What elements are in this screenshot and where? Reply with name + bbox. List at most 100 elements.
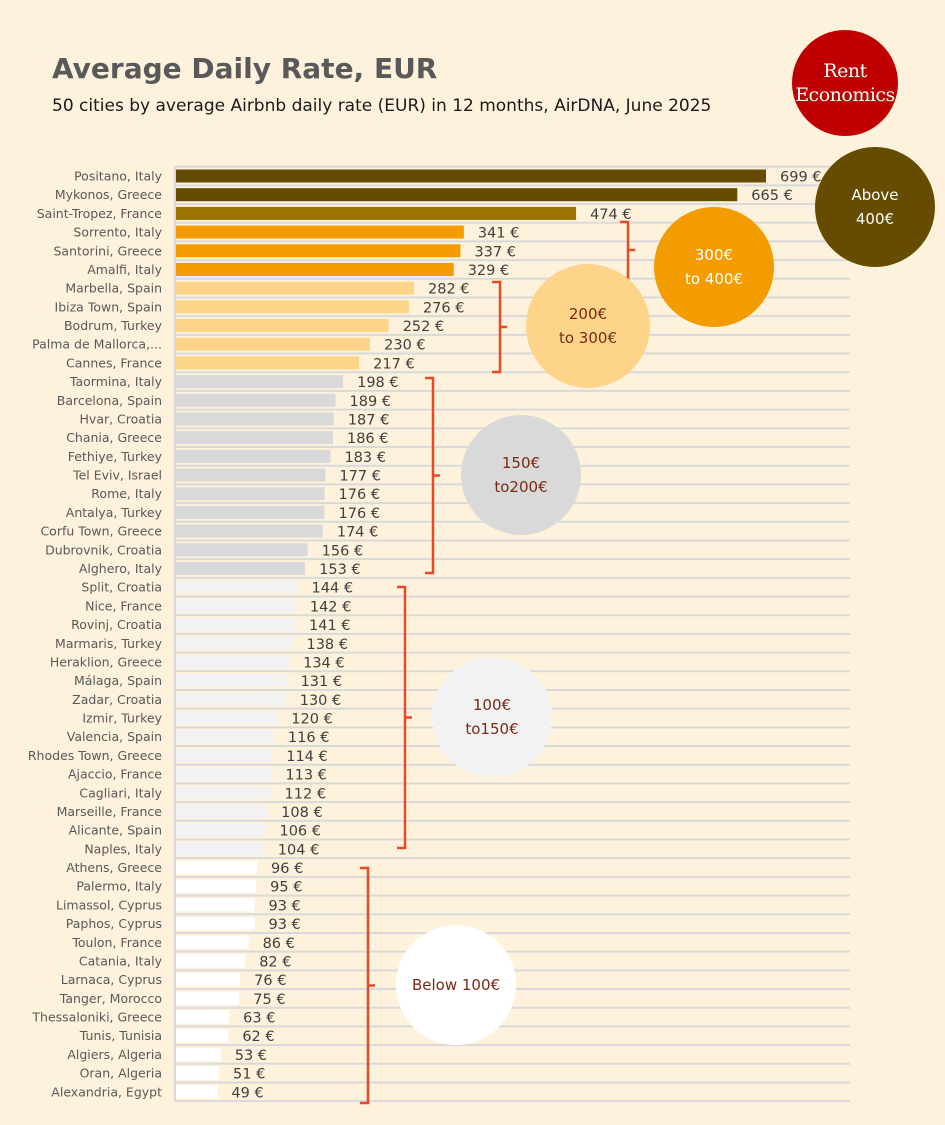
bar — [176, 262, 454, 276]
group-legend-label: to150€ — [465, 720, 519, 738]
value-label: 138 € — [306, 637, 348, 653]
logo-line1: Rent — [823, 60, 867, 82]
value-label: 134 € — [303, 655, 345, 671]
category-label: Nice, France — [85, 598, 162, 613]
category-label: Rovinj, Croatia — [71, 617, 162, 632]
bar — [176, 636, 293, 650]
value-label: 104 € — [278, 842, 320, 858]
value-label: 198 € — [357, 375, 399, 391]
category-label: Limassol, Cyprus — [56, 897, 162, 912]
bar — [176, 917, 255, 931]
chart-title: Average Daily Rate, EUR — [52, 52, 438, 85]
bar — [176, 206, 577, 220]
category-label: Izmir, Turkey — [82, 711, 162, 726]
bar — [176, 225, 464, 239]
category-label: Toulon, France — [71, 935, 162, 950]
group-legend-label: 400€ — [855, 210, 895, 228]
group-legend-label: 100€ — [472, 696, 512, 714]
value-label: 230 € — [384, 338, 426, 354]
value-label: 187 € — [348, 412, 390, 428]
bar — [176, 412, 334, 426]
value-label: 86 € — [263, 936, 295, 952]
value-label: 112 € — [285, 786, 327, 802]
group-legend-circle: Above 400€ — [815, 147, 935, 267]
category-label: Antalya, Turkey — [66, 505, 163, 520]
category-label: Tanger, Morocco — [59, 991, 162, 1006]
category-label: Amalfi, Italy — [87, 262, 162, 277]
group-bracket — [360, 866, 375, 1105]
value-label: 49 € — [231, 1085, 263, 1101]
value-label: 114 € — [286, 749, 328, 765]
value-label: 131 € — [301, 674, 343, 690]
value-label: 141 € — [309, 618, 351, 634]
value-label: 176 € — [339, 487, 381, 503]
value-label: 120 € — [291, 712, 333, 728]
category-label: Bodrum, Turkey — [64, 318, 163, 333]
bar — [176, 169, 766, 183]
category-label: Barcelona, Spain — [57, 393, 162, 408]
bar — [176, 842, 264, 856]
category-label: Tel Eviv, Israel — [72, 468, 162, 483]
value-label: 95 € — [270, 880, 302, 896]
bar — [176, 599, 296, 613]
category-label: Larnaca, Cyprus — [61, 972, 162, 987]
value-label: 665 € — [751, 188, 793, 204]
value-label: 337 € — [474, 244, 516, 260]
category-label: Santorini, Greece — [53, 243, 162, 258]
category-label: Palma de Mallorca,... — [32, 337, 162, 352]
group-legend-circle: 150€ to200€ — [461, 415, 581, 535]
group-legend-circle: 100€ to150€ — [432, 657, 552, 777]
category-label: Rhodes Town, Greece — [28, 748, 162, 763]
value-label: 699 € — [780, 170, 822, 186]
group-legend-circle: 300€ to 400€ — [654, 207, 774, 327]
bar — [176, 1066, 220, 1080]
value-label: 142 € — [310, 599, 352, 615]
bar — [176, 973, 241, 987]
category-label: Saint-Tropez, France — [37, 206, 163, 221]
value-label: 116 € — [288, 730, 330, 746]
bar — [176, 711, 278, 725]
value-label: 113 € — [285, 768, 327, 784]
value-label: 82 € — [259, 954, 291, 970]
bar — [176, 748, 273, 762]
value-label: 63 € — [243, 1011, 275, 1027]
bar — [176, 281, 415, 295]
category-label: Cannes, France — [66, 355, 162, 370]
value-label: 144 € — [312, 581, 354, 597]
bar — [176, 823, 266, 837]
bar — [176, 861, 258, 875]
category-label: Ajaccio, France — [68, 767, 162, 782]
bar — [176, 300, 409, 314]
category-label: Cagliari, Italy — [79, 785, 162, 800]
value-label: 474 € — [590, 207, 632, 223]
category-label: Mykonos, Greece — [55, 187, 162, 202]
value-label: 341 € — [478, 226, 520, 242]
bar — [176, 244, 461, 258]
bar — [176, 767, 272, 781]
value-label: 130 € — [300, 693, 342, 709]
category-label: Naples, Italy — [84, 841, 162, 856]
value-label: 186 € — [347, 431, 389, 447]
group-legend-label: Below 100€ — [411, 976, 501, 994]
bar — [176, 655, 290, 669]
category-label: Valencia, Spain — [67, 729, 162, 744]
bar — [176, 1085, 218, 1099]
value-label: 153 € — [319, 562, 361, 578]
value-label: 93 € — [268, 917, 300, 933]
value-label: 62 € — [242, 1029, 274, 1045]
value-label: 106 € — [279, 824, 321, 840]
bar — [176, 692, 286, 706]
value-label: 76 € — [254, 973, 286, 989]
bar — [176, 393, 336, 407]
bar — [176, 487, 325, 501]
group-bracket — [492, 280, 507, 374]
category-label: Marbella, Spain — [65, 281, 162, 296]
group-legend-label: to 400€ — [684, 270, 743, 288]
category-label: Taormina, Italy — [69, 374, 163, 389]
group-bracket — [397, 585, 412, 850]
rent-economics-logo: Rent Economics — [792, 30, 898, 136]
value-label: 183 € — [344, 450, 386, 466]
bar — [176, 879, 257, 893]
category-label: Marseille, France — [57, 804, 163, 819]
bar — [176, 356, 360, 370]
